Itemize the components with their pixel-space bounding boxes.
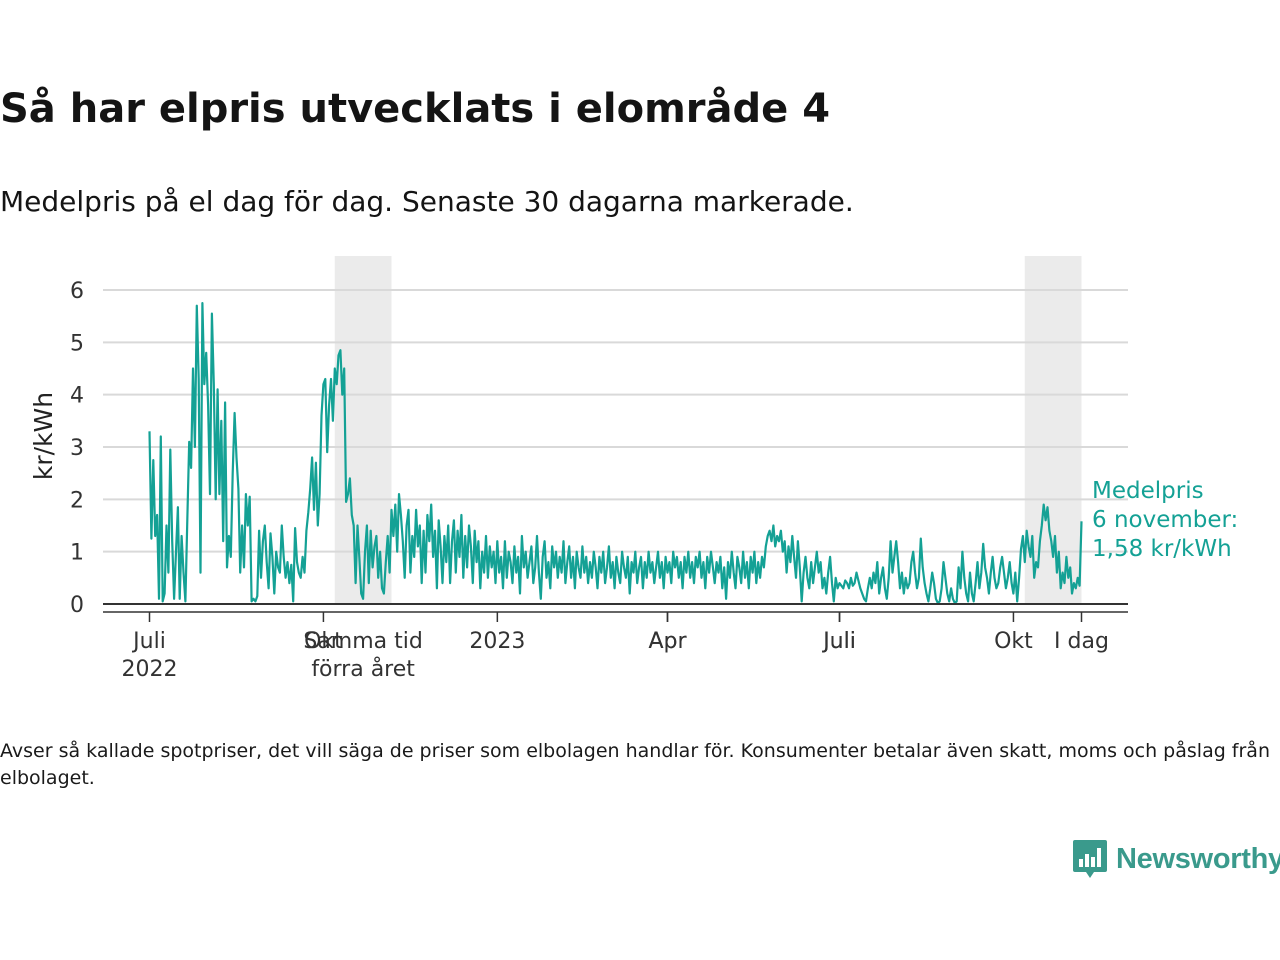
y-axis-ticks: 0 1 2 3 4 5 6 — [70, 279, 84, 618]
newsworthy-icon — [1073, 840, 1107, 878]
annotation-line: 6 november: — [1092, 507, 1238, 533]
y-tick-label: 4 — [70, 384, 84, 409]
y-tick-label: 2 — [70, 488, 84, 513]
grid-lines — [103, 289, 1128, 553]
x-tick-label: Juli — [821, 629, 856, 654]
x-tick-label: 2022 — [122, 657, 178, 682]
latest-value-annotation: Medelpris 6 november: 1,58 kr/kWh — [1092, 478, 1238, 562]
x-tick-label: Apr — [648, 629, 687, 654]
y-tick-label: 3 — [70, 436, 84, 461]
y-tick-label: 1 — [70, 541, 84, 566]
series-line-1 — [148, 302, 1083, 605]
line-chart: 0 1 2 3 4 5 6 kr/kWh Juli 2022 Okt 2023 Apr Juli Okt… — [29, 256, 1238, 682]
footnote: Avser så kallade spotpriser, det vill sä… — [0, 740, 1270, 789]
data-series — [148, 302, 1083, 605]
y-axis-label: kr/kWh — [29, 392, 58, 480]
x-tick-label: Juli — [131, 629, 166, 654]
y-tick-label: 6 — [70, 279, 84, 304]
chart-subtitle: Medelpris på el dag för dag. Senaste 30 … — [0, 185, 854, 218]
chart-title: Så har elpris utvecklats i elområde 4 — [0, 86, 831, 132]
newsworthy-logo[interactable]: Newsworthy — [1072, 838, 1280, 880]
x-tick-label: Okt — [994, 629, 1033, 654]
x-tick-label: Okt — [304, 629, 343, 654]
annotation-line: 1,58 kr/kWh — [1092, 536, 1232, 562]
highlight-label-line: förra året — [311, 656, 415, 682]
x-tick-label: Apr — [648, 629, 687, 654]
x-tick-label: I dag — [1054, 629, 1109, 654]
brand-name: Newsworthy — [1116, 842, 1280, 875]
x-tick-label: Juli — [821, 629, 856, 654]
y-tick-label: 0 — [70, 593, 84, 618]
x-tick-label: 2023 — [469, 629, 525, 654]
y-tick-label: 5 — [70, 331, 84, 356]
annotation-line: Medelpris — [1092, 478, 1204, 504]
highlight-label-line: Samma tid — [303, 629, 423, 654]
